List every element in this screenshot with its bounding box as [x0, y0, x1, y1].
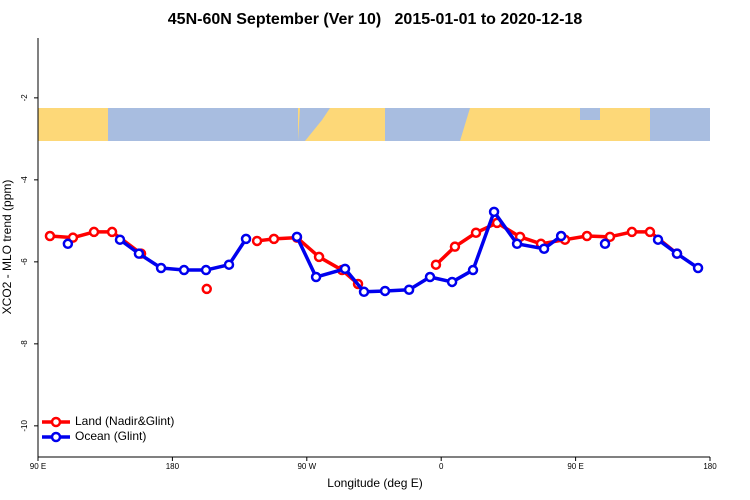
x-tick-label: 90 E: [30, 462, 46, 471]
data-point: [106, 226, 118, 238]
y-tick-label: -2: [20, 94, 29, 102]
data-point: [671, 248, 683, 259]
data-point: [223, 259, 235, 270]
legend-label: Ocean (Glint): [75, 429, 146, 443]
data-point: [538, 243, 550, 254]
data-point: [88, 226, 100, 238]
legend-marker: [50, 431, 62, 443]
data-point: [339, 263, 351, 275]
data-point: [62, 238, 74, 250]
y-tick-label: -6: [20, 258, 29, 266]
y-axis-label: XCO2 - MLO trend (ppm): [0, 180, 14, 315]
data-point: [310, 271, 322, 283]
data-point: [201, 283, 212, 295]
data-point: [358, 286, 370, 298]
chart-title: 45N-60N September (Ver 10) 2015-01-01 to…: [168, 11, 583, 28]
data-point: [178, 264, 190, 276]
data-point: [44, 230, 56, 242]
x-tick-label: 90 E: [567, 462, 583, 471]
y-tick-label: -4: [20, 176, 29, 184]
data-point: [313, 251, 325, 263]
x-tick-label: 180: [166, 462, 180, 471]
data-point: [581, 230, 593, 242]
data-point: [155, 262, 167, 274]
data-point: [268, 233, 280, 245]
data-point: [626, 226, 638, 238]
data-point: [446, 276, 458, 288]
map-strip: [38, 108, 710, 141]
data-point: [200, 264, 212, 276]
data-point: [652, 234, 664, 245]
x-tick-label: 180: [703, 462, 717, 471]
data-point: [604, 231, 616, 243]
y-tick-label: -8: [20, 340, 29, 348]
data-point: [488, 206, 500, 218]
x-tick-label: 90 W: [297, 462, 316, 471]
data-point: [511, 238, 523, 250]
data-point: [599, 238, 611, 250]
x-axis-label: Longitude (deg E): [327, 476, 422, 490]
legend-marker: [50, 416, 62, 428]
data-point: [114, 234, 126, 245]
data-point: [379, 285, 391, 297]
legend-label: Land (Nadir&Glint): [75, 414, 174, 428]
data-point: [467, 264, 479, 276]
data-point: [555, 230, 567, 242]
x-tick-label: 0: [439, 462, 444, 471]
data-point: [133, 248, 145, 259]
data-point: [692, 262, 704, 274]
data-point: [449, 241, 461, 252]
data-point: [644, 226, 656, 238]
data-point: [240, 233, 252, 245]
series-line: [118, 210, 700, 294]
data-point: [470, 227, 482, 238]
data-point: [424, 271, 436, 283]
y-tick-label: -10: [20, 420, 29, 432]
data-point: [430, 259, 442, 270]
data-point: [251, 235, 263, 247]
data-point: [403, 284, 415, 295]
data-point: [291, 231, 303, 243]
